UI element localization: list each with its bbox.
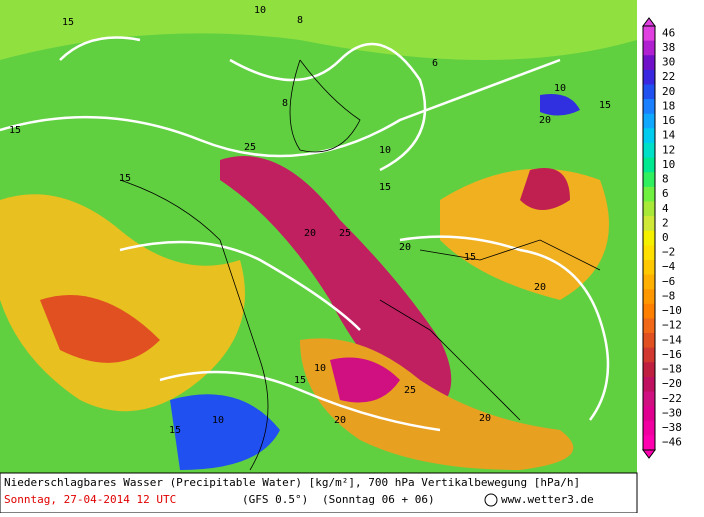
footer-model: (GFS 0.5°) [242,493,308,506]
colorbar-label: 8 [662,173,669,186]
colorbar-label: 4 [662,202,669,215]
colorbar-cell [643,435,655,451]
colorbar-label: 2 [662,216,669,229]
colorbar-cell [643,157,655,173]
footer-run: (Sonntag 06 + 06) [322,493,435,506]
colorbar-cell [643,318,655,334]
colorbar-cell [643,245,655,261]
colorbar-label: 14 [662,129,676,142]
contour-label: 15 [169,425,181,436]
contour-label: 8 [297,15,303,26]
colorbar-cell [643,259,655,276]
footer-date: Sonntag, 27-04-2014 12 UTC [4,493,176,506]
contour-label: 10 [314,363,326,374]
colorbar-cell [643,391,655,407]
contour-label: 20 [399,242,411,253]
contour-label: 20 [334,415,346,426]
colorbar-cell [643,128,655,144]
contour-label: 8 [282,98,288,109]
colorbar-cell [643,113,655,129]
colorbar-cell [643,289,655,305]
contour-label: 15 [294,375,306,386]
contour-label: 20 [479,413,491,424]
contour-label: 15 [379,182,391,193]
colorbar-cell [643,26,655,42]
contour-label: 20 [534,282,546,293]
contour-label: 25 [244,142,256,153]
contour-label: 15 [599,100,611,111]
colorbar-label: −6 [662,275,675,288]
contour-label: 15 [464,252,476,263]
colorbar-bottom [642,449,656,459]
map [0,0,637,473]
colorbar-label: −30 [662,406,682,419]
colorbar-cell [643,142,655,159]
colorbar-cell [643,40,655,56]
copyright-icon [484,493,498,507]
colorbar-cell [643,347,655,363]
contour-label: 10 [379,145,391,156]
colorbar-cell [643,186,655,202]
colorbar-cell [643,69,655,85]
colorbar-label: 6 [662,187,669,200]
contour-label: 6 [432,58,438,69]
colorbar-label: −38 [662,421,682,434]
colorbar-cell [643,84,655,100]
colorbar-cell [643,420,655,436]
contour-label: 15 [9,125,21,136]
contour-label: 10 [554,83,566,94]
contour-label: 25 [404,385,416,396]
colorbar-label: 12 [662,143,675,156]
footer-title: Niederschlagbares Wasser (Precipitable W… [4,476,580,489]
colorbar-label: −46 [662,436,682,449]
contour-label: 10 [254,5,266,16]
colorbar-cell [643,406,655,422]
colorbar-label: 18 [662,99,675,112]
colorbar-label: −18 [662,363,682,376]
colorbar-label: −20 [662,377,682,390]
colorbar-label: 0 [662,231,669,244]
colorbar-cell [643,172,655,188]
colorbar-label: 22 [662,70,675,83]
colorbar-label: −14 [662,333,682,346]
colorbar-label: −8 [662,289,675,302]
contour-label: 10 [212,415,224,426]
colorbar-label: 30 [662,56,675,69]
colorbar-label: −4 [662,260,676,273]
colorbar-cell [643,99,655,115]
contour-label: 25 [339,228,351,239]
colorbar-label: 38 [662,41,675,54]
colorbar-cell [643,274,655,290]
footer-box [0,472,638,514]
colorbar-label: 16 [662,114,675,127]
colorbar-label: 20 [662,85,675,98]
colorbar-top [642,17,656,27]
colorbar-label: 46 [662,26,675,39]
colorbar-cell [643,201,655,217]
colorbar-cell [643,216,655,232]
colorbar-label: −22 [662,392,682,405]
contour-label: 20 [539,115,551,126]
colorbar-label: −16 [662,348,682,361]
colorbar-label: 10 [662,158,675,171]
colorbar-cell [643,333,655,349]
colorbar-cell [643,303,655,319]
colorbar-cell [643,55,655,71]
contour-label: 15 [119,173,131,184]
footer-site: www.wetter3.de [501,493,594,506]
contour-label: 20 [304,228,316,239]
contour-label: 15 [62,17,74,28]
colorbar-cell [643,376,655,393]
colorbar-cell [643,230,655,246]
colorbar-cell [643,362,655,378]
colorbar-frame [642,25,656,451]
colorbar-label: −10 [662,304,682,317]
colorbar-label: −12 [662,319,682,332]
colorbar-label: −2 [662,246,675,259]
